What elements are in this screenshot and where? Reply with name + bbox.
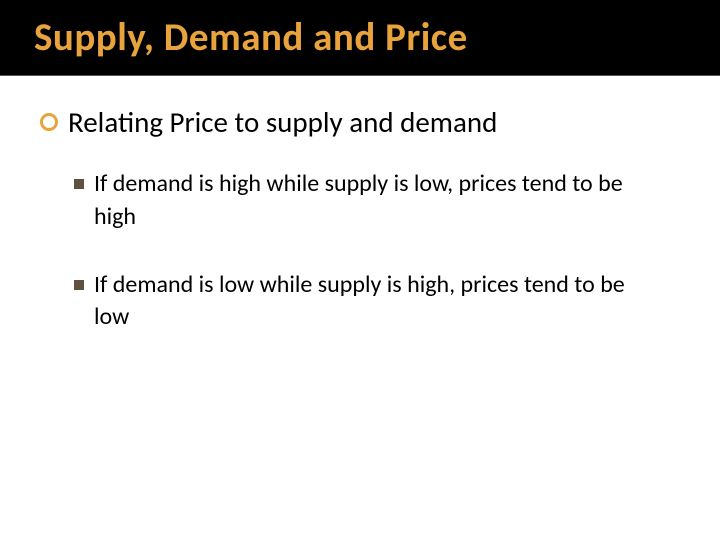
slide-content: Relating Price to supply and demand If d…: [0, 76, 720, 334]
list-item: If demand is low while supply is high, p…: [74, 269, 680, 334]
list-item: Relating Price to supply and demand: [40, 104, 680, 140]
square-bullet-icon: [74, 280, 84, 290]
level1-text: Relating Price to supply and demand: [68, 104, 497, 140]
level2-text: If demand is low while supply is high, p…: [94, 269, 660, 334]
list-item: If demand is high while supply is low, p…: [74, 168, 680, 233]
slide: Supply, Demand and Price Relating Price …: [0, 0, 720, 540]
level2-text: If demand is high while supply is low, p…: [94, 168, 660, 233]
slide-title: Supply, Demand and Price: [34, 14, 720, 61]
title-band: Supply, Demand and Price: [0, 0, 720, 76]
square-bullet-icon: [74, 179, 84, 189]
ring-bullet-icon: [40, 113, 58, 131]
